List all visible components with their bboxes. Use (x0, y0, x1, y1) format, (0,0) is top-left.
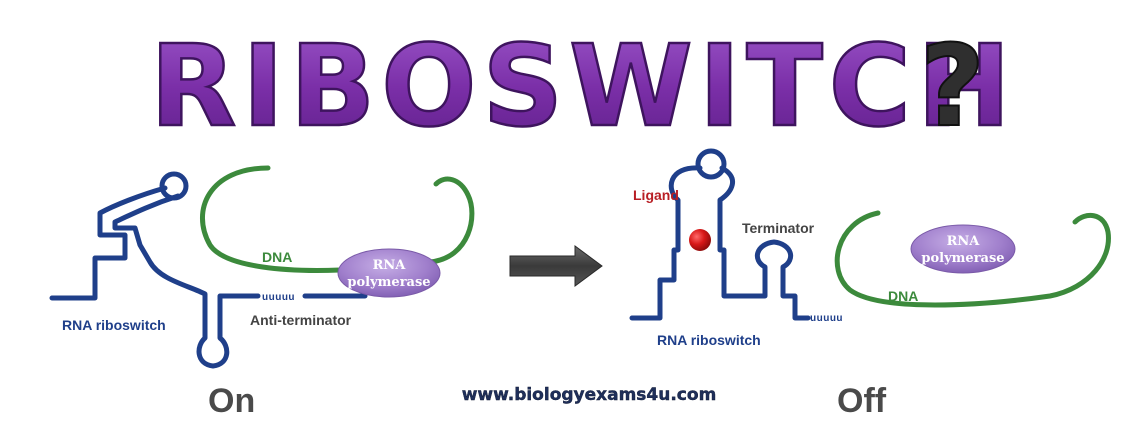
off-panel: RNA polymerase Ligand Terminator DNA uuu… (629, 148, 1111, 420)
ligand-molecule (689, 229, 711, 251)
terminator-label: Terminator (742, 220, 815, 236)
off-rna-top-loop (695, 148, 727, 180)
on-polymerase-label-line1: RNA (373, 258, 407, 273)
transition-arrow (509, 245, 603, 287)
title-question-mark: ? (920, 22, 985, 152)
on-panel: RNA polymerase DNA uuuuu Anti-terminator… (49, 165, 475, 420)
off-state-label: Off (837, 382, 887, 420)
website-url: www.biologyexams4u.com (462, 385, 717, 405)
off-dna-label: DNA (888, 288, 918, 304)
ligand-label: Ligand (633, 187, 679, 203)
page-title: RIBOSWITCH (150, 22, 1017, 152)
on-rna-riboswitch (49, 185, 261, 369)
on-rna-top-loop (159, 171, 189, 201)
on-dna-strand-tail (427, 176, 475, 265)
on-polymerase (337, 248, 441, 298)
on-polymerase-label-line2: polymerase (347, 275, 430, 290)
on-dna-label: DNA (262, 249, 292, 265)
off-riboswitch-label: RNA riboswitch (657, 332, 761, 348)
on-uuuuu-label: uuuuu (262, 292, 295, 303)
on-riboswitch-label: RNA riboswitch (62, 317, 166, 333)
on-state-label: On (208, 382, 255, 420)
on-antiterminator-label: Anti-terminator (250, 312, 352, 328)
on-dna-strand (200, 165, 348, 273)
off-uuuuu-label: uuuuu (810, 313, 843, 324)
off-dna-strand (834, 210, 1111, 308)
off-polymerase-label-line1: RNA (947, 234, 981, 249)
off-polymerase (910, 224, 1016, 274)
off-polymerase-label-line2: polymerase (921, 251, 1004, 266)
off-rna-riboswitch (629, 165, 811, 321)
